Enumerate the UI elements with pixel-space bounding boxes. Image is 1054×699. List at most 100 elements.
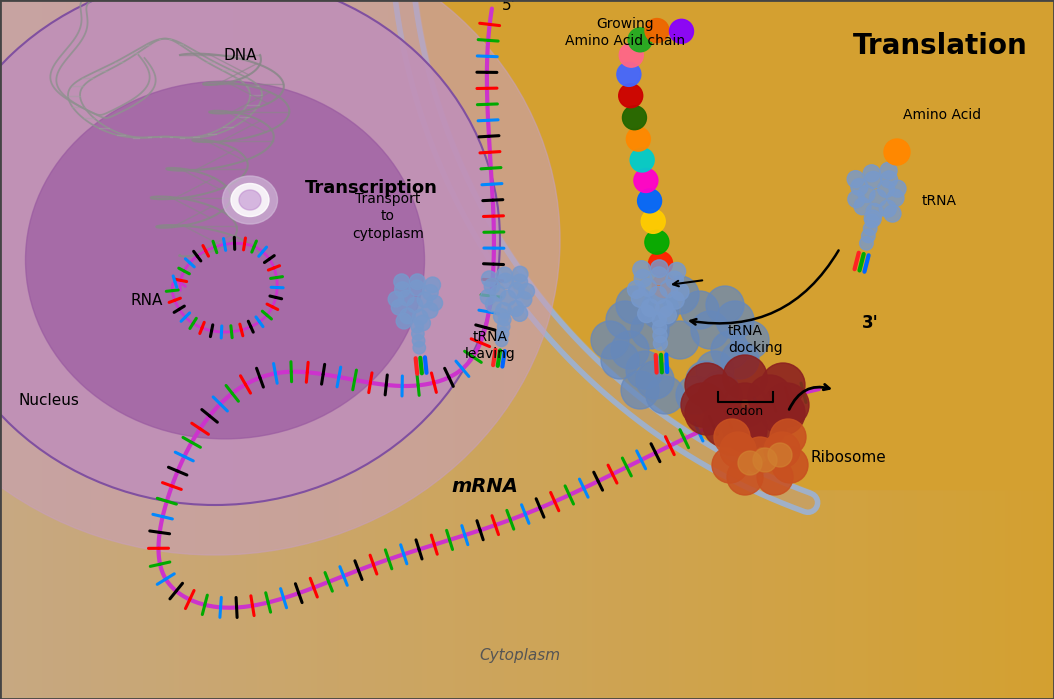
- Circle shape: [863, 165, 880, 182]
- Circle shape: [666, 271, 683, 289]
- Circle shape: [698, 375, 742, 419]
- Circle shape: [481, 289, 496, 305]
- Text: mRNA: mRNA: [451, 477, 519, 496]
- Circle shape: [757, 459, 793, 495]
- Circle shape: [411, 320, 424, 333]
- Circle shape: [512, 274, 528, 290]
- Circle shape: [668, 262, 685, 280]
- Circle shape: [865, 215, 879, 228]
- Circle shape: [686, 361, 724, 399]
- Circle shape: [499, 313, 511, 326]
- Circle shape: [645, 19, 669, 43]
- Circle shape: [696, 351, 734, 389]
- Circle shape: [641, 210, 665, 233]
- Circle shape: [425, 277, 441, 293]
- Circle shape: [484, 278, 500, 294]
- Circle shape: [415, 315, 430, 331]
- Circle shape: [636, 361, 674, 399]
- Circle shape: [501, 290, 515, 305]
- Circle shape: [412, 327, 424, 340]
- Text: Growing
Amino Acid chain: Growing Amino Acid chain: [565, 17, 685, 48]
- Circle shape: [659, 306, 677, 324]
- Circle shape: [423, 284, 438, 301]
- Circle shape: [685, 363, 729, 407]
- Text: Transport
to
cytoplasm: Transport to cytoplasm: [352, 192, 424, 240]
- Circle shape: [889, 180, 906, 197]
- Circle shape: [623, 106, 646, 130]
- Circle shape: [516, 291, 532, 308]
- Circle shape: [714, 419, 750, 455]
- Circle shape: [742, 437, 778, 473]
- Circle shape: [748, 375, 792, 419]
- Circle shape: [761, 363, 805, 407]
- Circle shape: [619, 84, 643, 108]
- Circle shape: [666, 291, 684, 309]
- Text: Cytoplasm: Cytoplasm: [480, 648, 561, 663]
- Circle shape: [606, 301, 644, 339]
- Circle shape: [723, 355, 767, 399]
- Circle shape: [656, 300, 674, 317]
- Text: 5': 5': [502, 0, 515, 13]
- Circle shape: [650, 260, 668, 278]
- Circle shape: [765, 383, 809, 427]
- Circle shape: [407, 297, 423, 312]
- Circle shape: [880, 171, 898, 188]
- Circle shape: [879, 200, 896, 217]
- Circle shape: [772, 447, 808, 483]
- Circle shape: [496, 267, 512, 282]
- Ellipse shape: [231, 184, 269, 217]
- Circle shape: [743, 403, 787, 447]
- Circle shape: [493, 308, 509, 324]
- Circle shape: [878, 180, 895, 197]
- Circle shape: [764, 432, 800, 468]
- Circle shape: [851, 178, 867, 196]
- Circle shape: [863, 222, 877, 236]
- Circle shape: [495, 334, 508, 347]
- Circle shape: [497, 320, 510, 333]
- Text: Transcription: Transcription: [305, 179, 437, 197]
- Circle shape: [638, 189, 662, 213]
- Circle shape: [396, 313, 412, 329]
- Circle shape: [601, 341, 639, 379]
- Circle shape: [627, 281, 645, 298]
- Circle shape: [716, 301, 754, 339]
- Circle shape: [496, 327, 509, 340]
- Circle shape: [731, 321, 769, 359]
- Circle shape: [631, 311, 669, 349]
- Circle shape: [653, 336, 667, 350]
- Circle shape: [639, 279, 657, 296]
- Circle shape: [630, 148, 655, 172]
- Circle shape: [711, 331, 749, 369]
- Circle shape: [713, 447, 748, 483]
- Text: Nucleus: Nucleus: [18, 393, 79, 408]
- Text: tRNA
docking: tRNA docking: [728, 324, 783, 355]
- Text: Amino Acid: Amino Acid: [903, 108, 981, 122]
- Circle shape: [864, 210, 881, 227]
- Circle shape: [620, 43, 643, 67]
- Circle shape: [632, 261, 650, 278]
- Circle shape: [652, 273, 677, 298]
- Circle shape: [870, 189, 886, 206]
- Circle shape: [626, 127, 650, 151]
- Ellipse shape: [0, 0, 560, 555]
- Circle shape: [671, 283, 689, 301]
- Text: tRNA
leaving: tRNA leaving: [465, 330, 515, 361]
- Circle shape: [661, 276, 699, 314]
- Circle shape: [884, 205, 901, 222]
- Circle shape: [495, 303, 511, 318]
- Circle shape: [723, 383, 767, 427]
- Circle shape: [703, 403, 747, 447]
- Polygon shape: [414, 0, 1054, 489]
- Circle shape: [646, 376, 684, 414]
- Circle shape: [512, 305, 528, 322]
- Circle shape: [847, 191, 865, 208]
- Circle shape: [650, 267, 668, 284]
- Circle shape: [638, 305, 656, 323]
- Circle shape: [611, 331, 649, 369]
- Circle shape: [645, 230, 669, 254]
- Circle shape: [617, 62, 641, 87]
- Circle shape: [701, 371, 739, 409]
- Circle shape: [641, 291, 679, 329]
- Circle shape: [388, 291, 404, 307]
- Circle shape: [854, 198, 871, 215]
